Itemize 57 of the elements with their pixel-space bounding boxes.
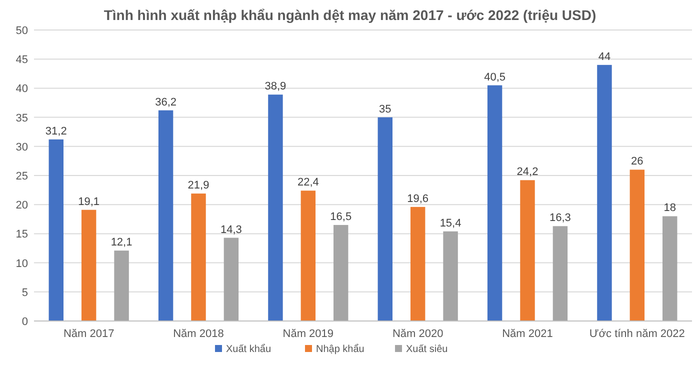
data-label: 15,4 <box>440 217 462 230</box>
bar <box>662 216 678 321</box>
data-label: 16,3 <box>549 212 571 224</box>
bar <box>487 85 502 321</box>
data-label: 24,2 <box>516 166 538 178</box>
legend-label: Nhập khẩu <box>316 343 364 355</box>
y-tick-label: 30 <box>16 141 28 154</box>
legend-label: Xuất siêu <box>406 344 448 355</box>
bar <box>552 226 568 321</box>
data-label: 16,5 <box>330 210 352 223</box>
data-label: 21,9 <box>188 180 210 192</box>
bar <box>224 238 239 321</box>
y-tick-label: 45 <box>16 54 28 66</box>
bar <box>48 139 64 321</box>
bar <box>300 190 316 321</box>
x-tick-label: Năm 2021 <box>502 328 553 340</box>
x-tick-label: Năm 2017 <box>63 328 114 340</box>
data-label: 19,1 <box>78 196 100 208</box>
bar <box>81 210 96 321</box>
bar <box>443 231 458 321</box>
data-label: 18 <box>664 202 676 214</box>
y-tick-label: 25 <box>16 170 28 182</box>
bar <box>334 224 348 321</box>
bar <box>597 64 612 321</box>
data-label: 40,5 <box>484 71 506 84</box>
data-label: 38,9 <box>264 80 286 93</box>
bar <box>191 194 206 321</box>
y-tick-label: 40 <box>16 83 28 96</box>
data-label: 44 <box>598 50 611 63</box>
data-label: 12,1 <box>110 236 132 249</box>
y-tick-label: 20 <box>16 200 28 212</box>
bar <box>158 110 174 321</box>
y-tick-label: 35 <box>16 112 28 124</box>
bar <box>630 170 645 321</box>
data-label: 35 <box>379 103 392 116</box>
bar <box>378 117 392 321</box>
data-label: 19,6 <box>407 192 429 205</box>
x-tick-label: Năm 2019 <box>282 328 334 340</box>
chart-title: Tình hình xuất nhập khẩu ngành dệt may năm 2017 - ước 2022 (triệu USD) <box>104 7 596 23</box>
data-label: 14,3 <box>220 224 242 236</box>
data-label: 31,2 <box>45 125 67 138</box>
x-tick-label: Năm 2018 <box>173 328 224 340</box>
x-tick-label: Ước tính năm 2022 <box>589 328 685 340</box>
y-tick-label: 15 <box>16 228 28 241</box>
data-label: 26 <box>631 156 644 168</box>
legend-label: Xuất khẩu <box>226 343 272 355</box>
bar <box>520 180 535 321</box>
y-tick-label: 5 <box>22 286 28 299</box>
x-tick-label: Năm 2020 <box>392 328 444 340</box>
data-label: 22,4 <box>297 176 319 189</box>
bar <box>410 206 426 321</box>
bar <box>114 250 129 321</box>
bar <box>268 94 283 321</box>
data-label: 36,2 <box>155 96 177 108</box>
y-tick-label: 10 <box>16 258 28 270</box>
y-tick-label: 0 <box>22 316 28 328</box>
y-tick-label: 50 <box>16 25 28 37</box>
